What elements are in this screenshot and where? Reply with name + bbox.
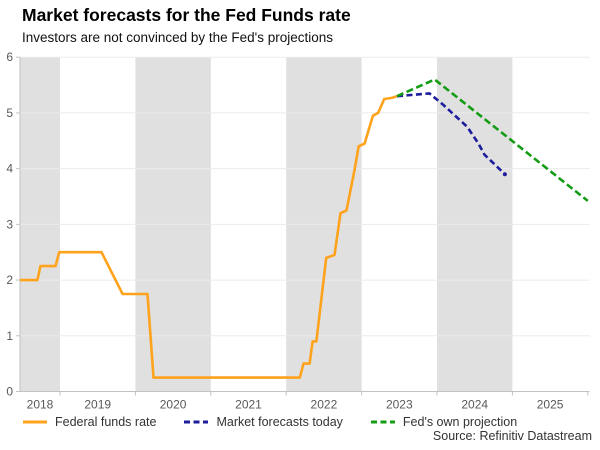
dashed-line-swatch-icon [184,420,209,424]
series-line-0 [20,94,398,379]
chart-legend: Federal funds rate Market forecasts toda… [22,415,517,429]
legend-item-federal-funds-rate: Federal funds rate [22,415,156,429]
y-tick-label: 0 [6,385,13,399]
x-tick-label: 2018 [27,398,54,412]
y-tick-label: 5 [6,106,13,120]
solid-line-swatch-icon [23,420,47,424]
x-tick-label: 2023 [386,398,413,412]
chart-title: Market forecasts for the Fed Funds rate [22,5,351,25]
series-line-1 [396,92,506,176]
x-tick-label: 2019 [84,398,111,412]
x-tick-label: 2022 [311,398,338,412]
legend-label: Fed's own projection [402,415,518,429]
x-tick-label: 2024 [461,398,488,412]
x-tick-label: 2025 [537,398,564,412]
y-tick-label: 1 [6,329,13,343]
series-line-2 [396,78,589,202]
y-tick-label: 3 [6,217,13,231]
legend-item-market-forecasts-today: Market forecasts today [183,415,343,429]
legend-label: Federal funds rate [55,415,157,429]
y-tick-label: 2 [6,273,13,287]
y-tick-label: 4 [6,162,13,176]
dashed-line-swatch-icon [370,420,395,424]
legend-label: Market forecasts today [216,415,343,429]
series-end-dot [502,172,507,177]
legend-item-feds-own-projection: Fed's own projection [370,415,517,429]
source-credit: Source: Refinitiv Datastream [432,429,592,443]
x-tick-label: 2021 [235,398,262,412]
y-tick-label: 6 [6,50,13,64]
chart-subtitle: Investors are not convinced by the Fed's… [22,30,333,45]
x-tick-label: 2020 [160,398,187,412]
